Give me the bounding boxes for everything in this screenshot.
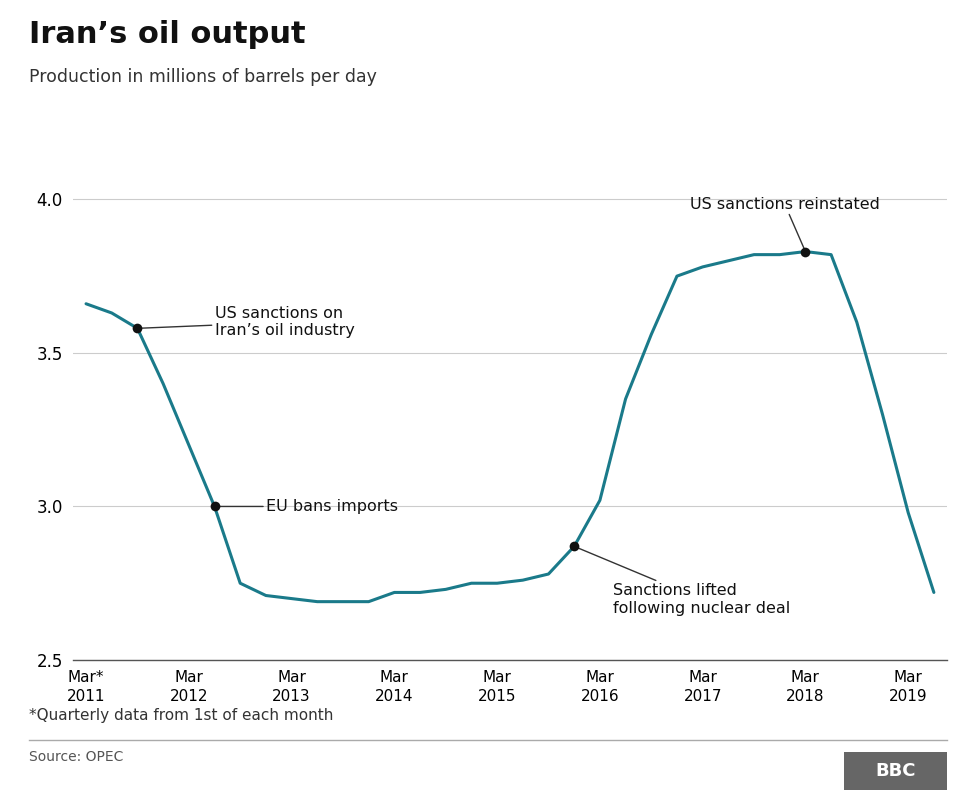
Text: US sanctions reinstated: US sanctions reinstated (690, 197, 879, 251)
Text: Sanctions lifted
following nuclear deal: Sanctions lifted following nuclear deal (574, 546, 790, 616)
Text: Source: OPEC: Source: OPEC (29, 750, 124, 763)
Text: Production in millions of barrels per day: Production in millions of barrels per da… (29, 68, 377, 86)
Text: *Quarterly data from 1st of each month: *Quarterly data from 1st of each month (29, 708, 334, 723)
Text: EU bans imports: EU bans imports (215, 499, 398, 514)
Text: BBC: BBC (875, 762, 915, 780)
Text: Iran’s oil output: Iran’s oil output (29, 20, 305, 49)
Text: US sanctions on
Iran’s oil industry: US sanctions on Iran’s oil industry (138, 306, 354, 338)
